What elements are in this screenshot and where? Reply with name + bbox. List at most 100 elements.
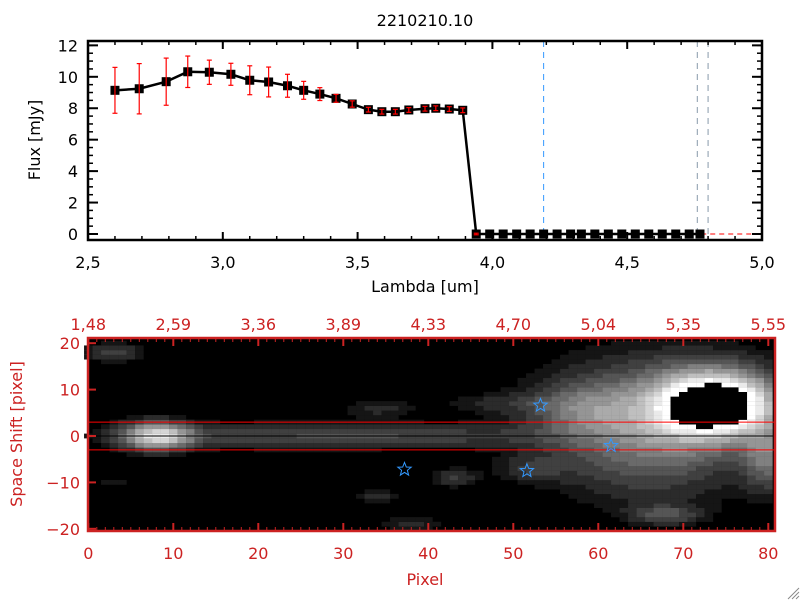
heatmap-cell xyxy=(509,415,518,420)
heatmap-cell xyxy=(339,442,348,448)
heatmap-cell xyxy=(628,345,637,351)
heatmap-cell xyxy=(500,401,510,406)
heatmap-cell xyxy=(177,438,187,444)
heatmap-cell xyxy=(730,350,739,355)
heatmap-cell xyxy=(526,401,535,406)
resize-grip-icon[interactable] xyxy=(787,587,800,600)
heatmap-cell xyxy=(483,401,493,406)
heatmap-cell xyxy=(560,489,569,495)
heatmap-cell xyxy=(636,428,646,434)
heatmap-cell xyxy=(670,364,680,369)
heatmap-cell xyxy=(356,410,365,416)
heatmap-cell xyxy=(755,350,765,355)
heatmap-cell xyxy=(186,442,195,448)
heatmap-cell xyxy=(662,484,671,490)
heatmap-cell xyxy=(585,480,595,485)
top-x-tick-label: 3,36 xyxy=(240,315,276,334)
heatmap-cell xyxy=(509,456,518,462)
heatmap-cell xyxy=(543,484,552,490)
heatmap-cell xyxy=(551,484,561,490)
heatmap-cell xyxy=(585,442,595,448)
heatmap-cell xyxy=(747,452,756,457)
x-tick-label: 40 xyxy=(418,544,438,563)
heatmap-cell xyxy=(755,382,765,388)
heatmap-cell xyxy=(500,410,510,416)
heatmap-cell xyxy=(721,438,731,444)
heatmap-cell xyxy=(611,382,620,388)
heatmap-cell xyxy=(568,405,578,411)
heatmap-cell xyxy=(738,391,748,397)
heatmap-cell xyxy=(449,480,459,485)
heatmap-cell xyxy=(645,359,654,365)
heatmap-cell xyxy=(373,489,382,495)
heatmap-cell xyxy=(704,410,714,416)
heatmap-cell xyxy=(415,438,425,444)
heatmap-cell xyxy=(441,424,450,430)
heatmap-cell xyxy=(628,456,637,462)
heatmap-cell xyxy=(764,350,773,355)
heatmap-cell xyxy=(526,480,535,485)
heatmap-cell xyxy=(594,480,603,485)
heatmap-cell xyxy=(492,456,501,462)
heatmap-cell xyxy=(517,438,527,444)
heatmap-cell xyxy=(628,410,637,416)
heatmap-cell xyxy=(186,438,195,444)
heatmap-cell xyxy=(551,410,561,416)
heatmap-cell xyxy=(568,456,578,462)
heatmap-cell xyxy=(602,405,612,411)
heatmap-cell xyxy=(509,442,518,448)
heatmap-cell xyxy=(764,396,773,402)
heatmap-cell xyxy=(738,387,748,392)
heatmap-cell xyxy=(628,377,637,383)
heatmap-cell xyxy=(611,489,620,495)
heatmap-cell xyxy=(704,475,714,481)
heatmap-cell xyxy=(653,405,663,411)
heatmap-cell xyxy=(721,475,731,481)
heatmap-cell xyxy=(449,442,459,448)
top-x-tick-label: 5,55 xyxy=(750,315,786,334)
heatmap-cell xyxy=(764,438,773,444)
heatmap-cell xyxy=(551,480,561,485)
heatmap-cell xyxy=(653,517,663,522)
heatmap-cell xyxy=(526,382,535,388)
heatmap-cell xyxy=(738,368,748,374)
heatmap-cell xyxy=(662,461,671,467)
heatmap-cell xyxy=(245,428,255,434)
heatmap-cell xyxy=(687,428,697,434)
heatmap-cell xyxy=(645,401,654,406)
heatmap-cell xyxy=(704,401,714,406)
heatmap-cell xyxy=(670,493,680,499)
heatmap-cell xyxy=(611,391,620,397)
heatmap-cell xyxy=(679,364,688,369)
heatmap-cell xyxy=(577,456,586,462)
heatmap-cell xyxy=(135,442,144,448)
heatmap-cell xyxy=(475,405,484,411)
heatmap-cell xyxy=(313,424,323,430)
heatmap-cell xyxy=(721,391,731,397)
heatmap-cell xyxy=(730,391,739,397)
heatmap-cell xyxy=(449,401,459,406)
heatmap-cell xyxy=(679,354,688,360)
heatmap-cell xyxy=(517,396,527,402)
heatmap-cell xyxy=(687,517,697,522)
heatmap-cell xyxy=(611,512,620,518)
heatmap-cell xyxy=(645,396,654,402)
heatmap-cell xyxy=(653,493,663,499)
heatmap-cell xyxy=(611,484,620,490)
heatmap-cell xyxy=(738,410,748,416)
heatmap-cell xyxy=(628,373,637,379)
heatmap-cell xyxy=(679,484,688,490)
heatmap-cell xyxy=(662,498,671,504)
heatmap-cell xyxy=(662,428,671,434)
heatmap-cell xyxy=(619,396,629,402)
heatmap-cell xyxy=(696,396,705,402)
heatmap-cell xyxy=(526,461,535,467)
heatmap-cell xyxy=(611,415,620,420)
heatmap-cell xyxy=(653,345,663,351)
heatmap-cell xyxy=(628,368,637,374)
heatmap-cell xyxy=(687,415,697,420)
heatmap-cell xyxy=(390,415,399,420)
heatmap-cell xyxy=(636,368,646,374)
heatmap-cell xyxy=(662,521,671,527)
heatmap-cell xyxy=(764,373,773,379)
